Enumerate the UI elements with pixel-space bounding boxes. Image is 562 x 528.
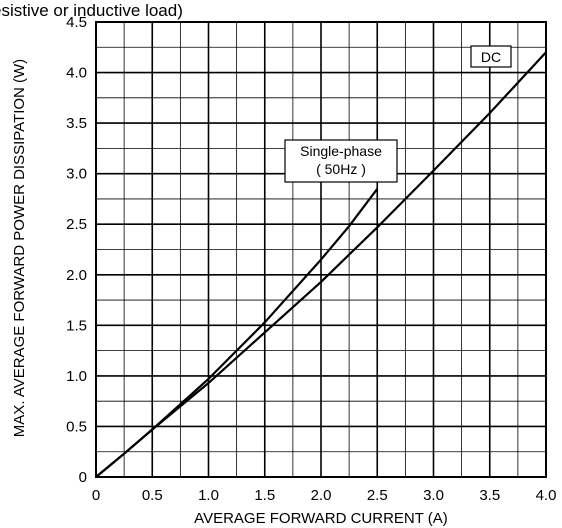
series-labels: DC Single-phase ( 50Hz ) [284, 45, 512, 183]
x-tick-label: 1.5 [254, 487, 275, 504]
y-tick-label: 0.5 [66, 418, 87, 435]
y-tick-label: 0 [79, 469, 87, 486]
label-single-phase-text: Single-phase [300, 143, 382, 159]
x-tick-label: 4.0 [536, 487, 557, 504]
grid [95, 21, 547, 478]
x-tick-label: 3.5 [479, 487, 500, 504]
plot-frame [95, 21, 547, 478]
y-tick-label: 2.0 [66, 267, 87, 284]
x-tick-label: 2.0 [311, 487, 332, 504]
x-tick-label: 3.0 [423, 487, 444, 504]
y-tick-label: 4.5 [66, 14, 87, 31]
plot-border [95, 21, 547, 478]
y-axis-label: MAX. AVERAGE FORWARD POWER DISSIPATION (… [11, 59, 28, 437]
y-tick-label: 2.5 [66, 216, 87, 233]
y-tick-labels: 0 0.5 1.0 1.5 2.0 2.5 3.0 3.5 4.0 4.5 [66, 14, 87, 486]
y-tick-label: 1.0 [66, 368, 87, 385]
label-dc-box [470, 45, 512, 68]
label-single-phase-box [284, 139, 398, 183]
label-dc-text: DC [481, 49, 501, 65]
x-tick-label: 0 [92, 487, 100, 504]
y-tick-label: 1.5 [66, 317, 87, 334]
x-tick-label: 2.5 [367, 487, 388, 504]
series-line-single-phase [95, 188, 379, 478]
label-single-phase-text: ( 50Hz ) [316, 161, 366, 177]
series-group [95, 51, 547, 478]
y-tick-label: 3.5 [66, 115, 87, 132]
x-axis-label: AVERAGE FORWARD CURRENT (A) [194, 510, 448, 527]
x-tick-labels: 0 0.5 1.0 1.5 2.0 2.5 3.0 3.5 4.0 [92, 487, 557, 504]
x-tick-label: 0.5 [142, 487, 163, 504]
y-tick-label: 3.0 [66, 166, 87, 183]
y-tick-label: 4.0 [66, 65, 87, 82]
x-tick-label: 1.0 [198, 487, 219, 504]
header-fragment: esistive or inductive load) [0, 1, 183, 20]
